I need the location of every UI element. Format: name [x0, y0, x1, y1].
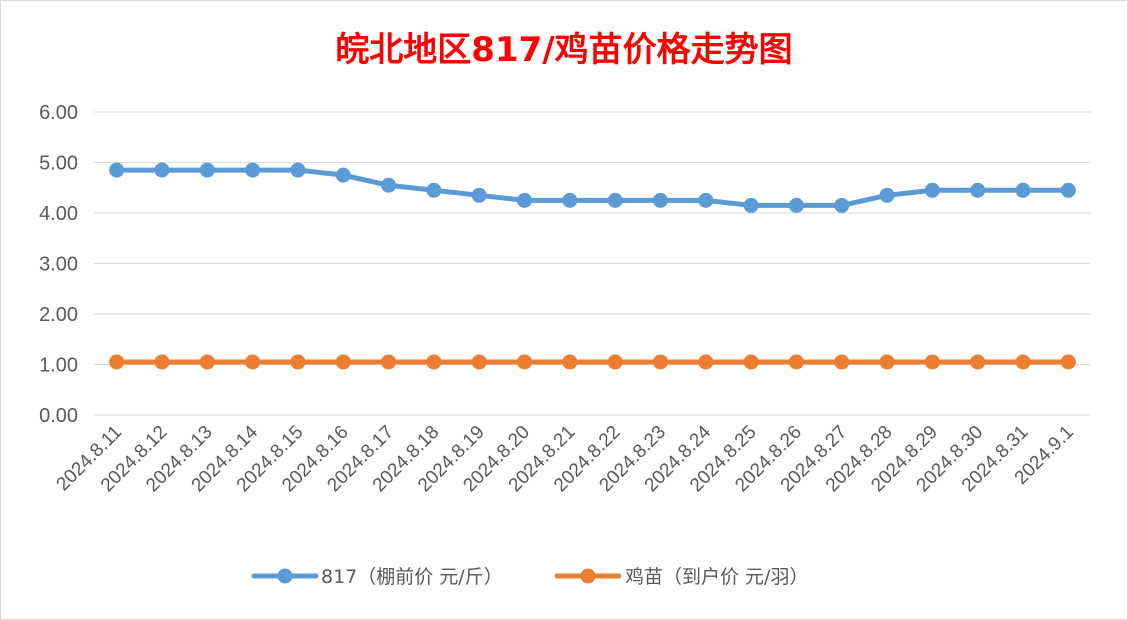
data-point — [970, 182, 986, 198]
legend-label: 鸡苗（到户价 元/羽） — [625, 566, 808, 588]
data-point — [924, 354, 940, 370]
data-point — [1060, 354, 1076, 370]
data-point — [652, 354, 668, 370]
data-point — [290, 162, 306, 178]
series-1 — [109, 354, 1076, 370]
data-point — [652, 192, 668, 208]
data-point — [335, 167, 351, 183]
data-point — [426, 182, 442, 198]
legend-item-1: 鸡苗（到户价 元/羽） — [554, 566, 808, 588]
data-point — [879, 187, 895, 203]
series-line-0 — [114, 167, 1071, 208]
data-point — [698, 192, 714, 208]
x-axis-tick-labels: 2024.8.112024.8.122024.8.132024.8.142024… — [53, 421, 1078, 496]
y-tick-label: 2.00 — [39, 304, 78, 326]
data-point — [245, 162, 261, 178]
data-point — [245, 354, 261, 370]
legend-item-0: 817（棚前价 元/斤） — [251, 566, 503, 588]
data-point — [562, 192, 578, 208]
y-tick-label: 0.00 — [39, 405, 78, 427]
data-point — [743, 354, 759, 370]
y-tick-label: 5.00 — [39, 153, 78, 175]
chart-title: 皖北地区817/鸡苗价格走势图 — [335, 30, 792, 70]
data-point — [562, 354, 578, 370]
data-point — [924, 182, 940, 198]
data-point — [1015, 182, 1031, 198]
legend: 817（棚前价 元/斤） 鸡苗（到户价 元/羽） — [251, 566, 808, 588]
data-point — [426, 354, 442, 370]
data-point — [743, 197, 759, 213]
y-axis-tick-labels: 0.00 1.00 2.00 3.00 4.00 5.00 6.00 — [39, 102, 78, 427]
y-tick-label: 4.00 — [39, 203, 78, 225]
data-point — [788, 197, 804, 213]
data-point — [1015, 354, 1031, 370]
grid-lines — [94, 111, 1091, 416]
data-point — [879, 354, 895, 370]
legend-swatch-marker — [277, 568, 293, 584]
data-point — [970, 354, 986, 370]
data-point — [290, 354, 306, 370]
data-point — [109, 354, 125, 370]
legend-swatch-marker — [580, 568, 596, 584]
data-point — [1060, 182, 1076, 198]
data-point — [517, 192, 533, 208]
data-point — [788, 354, 804, 370]
y-tick-label: 3.00 — [39, 254, 78, 276]
data-point — [199, 354, 215, 370]
data-point — [698, 354, 714, 370]
data-point — [471, 354, 487, 370]
y-tick-label: 6.00 — [39, 102, 78, 124]
series-lines — [109, 162, 1076, 370]
data-point — [154, 162, 170, 178]
data-point — [109, 162, 125, 178]
series-0 — [109, 162, 1076, 213]
data-point — [834, 197, 850, 213]
data-point — [154, 354, 170, 370]
y-tick-label: 1.00 — [39, 355, 78, 377]
legend-label: 817（棚前价 元/斤） — [321, 566, 503, 588]
data-point — [607, 354, 623, 370]
data-point — [517, 354, 533, 370]
data-point — [381, 354, 397, 370]
data-point — [381, 177, 397, 193]
data-point — [607, 192, 623, 208]
data-point — [335, 354, 351, 370]
data-point — [199, 162, 215, 178]
data-point — [834, 354, 850, 370]
data-point — [471, 187, 487, 203]
